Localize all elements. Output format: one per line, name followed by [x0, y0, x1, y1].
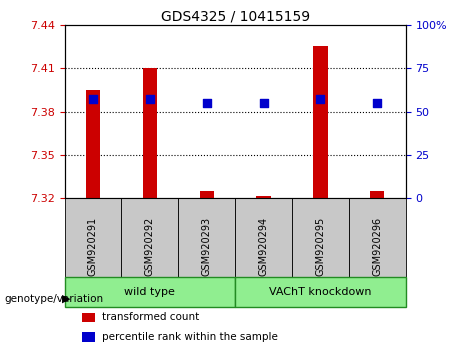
Bar — [82, 313, 95, 322]
Point — [317, 97, 324, 102]
Text: GSM920294: GSM920294 — [259, 217, 269, 276]
Bar — [178, 199, 235, 278]
Point — [260, 100, 267, 106]
Text: GSM920292: GSM920292 — [145, 217, 155, 276]
Title: GDS4325 / 10415159: GDS4325 / 10415159 — [160, 10, 310, 24]
Bar — [143, 68, 157, 199]
Point — [373, 100, 381, 106]
Bar — [256, 196, 271, 199]
Text: GSM920295: GSM920295 — [315, 217, 325, 276]
Bar — [292, 199, 349, 278]
Bar — [65, 199, 121, 278]
Bar — [200, 191, 214, 199]
Text: percentile rank within the sample: percentile rank within the sample — [102, 332, 278, 342]
Text: transformed count: transformed count — [102, 312, 199, 322]
Bar — [370, 191, 384, 199]
Bar — [121, 199, 178, 278]
Text: genotype/variation: genotype/variation — [5, 294, 104, 304]
Text: wild type: wild type — [124, 287, 175, 297]
Text: GSM920291: GSM920291 — [88, 217, 98, 276]
Bar — [235, 278, 406, 307]
Point — [146, 97, 154, 102]
Text: ▶: ▶ — [62, 294, 71, 304]
Text: VAChT knockdown: VAChT knockdown — [269, 287, 372, 297]
Bar — [65, 278, 235, 307]
Bar — [235, 199, 292, 278]
Bar — [313, 46, 327, 199]
Bar — [86, 90, 100, 199]
Point — [203, 100, 210, 106]
Text: GSM920296: GSM920296 — [372, 217, 382, 276]
Point — [89, 97, 97, 102]
Bar — [82, 332, 95, 342]
Text: GSM920293: GSM920293 — [201, 217, 212, 276]
Bar — [349, 199, 406, 278]
